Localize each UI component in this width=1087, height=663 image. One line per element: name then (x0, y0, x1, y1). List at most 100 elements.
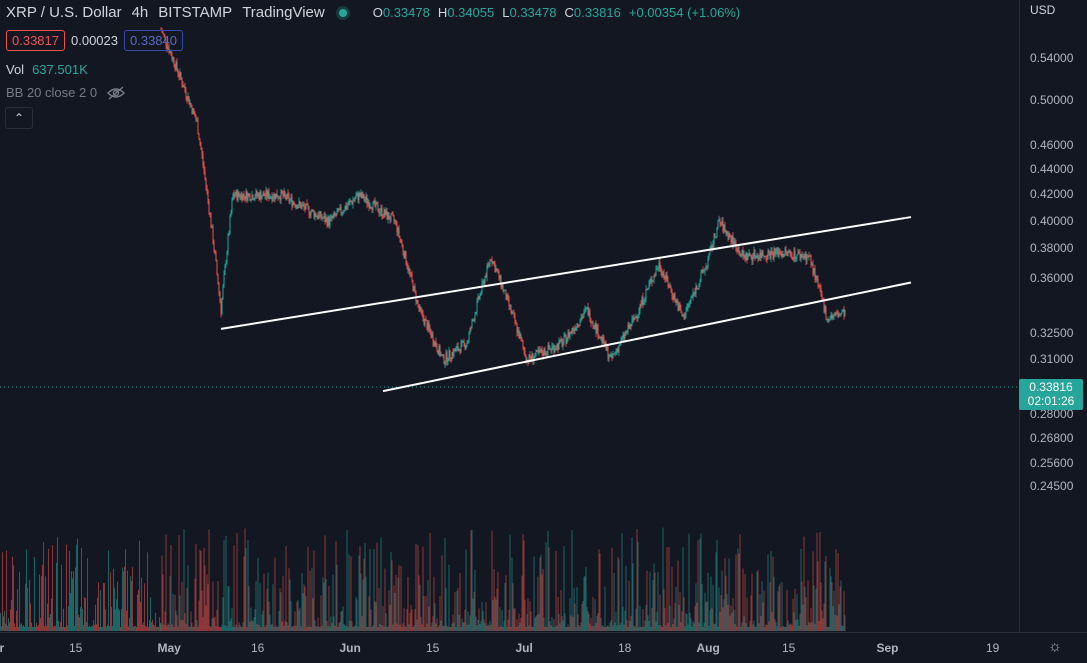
candle-body (582, 315, 584, 319)
volume-bar (105, 609, 106, 631)
candle-body (638, 311, 640, 315)
volume-bar (311, 567, 313, 631)
volume-bar (721, 570, 723, 631)
candle-body (198, 134, 200, 140)
volume-bar (706, 601, 708, 631)
time-tick: 18 (618, 641, 632, 655)
candle-body (307, 204, 309, 207)
volume-bar (229, 621, 231, 631)
candle-body (297, 206, 299, 209)
candle-body (612, 353, 614, 358)
hidden-eye-icon[interactable] (107, 85, 126, 100)
volume-bar (380, 537, 382, 631)
candle-body (810, 256, 812, 265)
volume-bar (351, 621, 353, 631)
candle-body (390, 213, 392, 221)
volume-bar (101, 626, 102, 631)
candle-body (469, 327, 471, 334)
volume-bar (331, 622, 333, 631)
volume-bar (163, 624, 165, 631)
candle-body (408, 269, 410, 271)
time-axis[interactable]: r 15 May 16 Jun 15 Jul 18 Aug 15 Sep 19 (0, 632, 1087, 663)
volume-bar (702, 626, 704, 631)
volume-bar (176, 615, 178, 631)
price-tick: 0.38000 (1030, 241, 1074, 256)
volume-bar (393, 585, 395, 631)
interval-label[interactable]: 4h (131, 4, 149, 21)
candle-body (617, 348, 619, 352)
volume-bar (792, 598, 794, 631)
volume-bar (812, 551, 814, 631)
volume-bar (499, 607, 501, 631)
candle-body (427, 322, 429, 331)
collapse-legend-button[interactable]: ⌃ (5, 107, 33, 129)
volume-bar (669, 605, 671, 631)
candle-body (209, 213, 211, 215)
buy-price-button[interactable]: 0.33840 (124, 30, 183, 51)
candle-body (461, 340, 463, 343)
candle-body (506, 294, 508, 300)
volume-bar (86, 621, 87, 631)
sell-price-button[interactable]: 0.33817 (6, 30, 65, 51)
settings-gear-icon[interactable]: ☼ (1048, 638, 1062, 655)
candle-body (743, 254, 745, 257)
volume-bar (370, 609, 372, 631)
candle-body (836, 312, 838, 315)
candle-body (609, 354, 611, 357)
volume-bar (801, 581, 803, 631)
volume-bar (89, 625, 90, 631)
candle-body (241, 194, 243, 201)
volume-bar (355, 597, 357, 631)
trendlines[interactable] (220, 216, 912, 393)
volume-bar (603, 626, 605, 631)
candle-body (409, 269, 411, 274)
candle-body (524, 350, 526, 357)
volume-bar (328, 586, 330, 631)
currency-selector[interactable]: USD (1030, 3, 1056, 17)
volume-bar (819, 531, 821, 631)
volume-bar (759, 594, 761, 631)
volume-bar (488, 625, 490, 631)
volume-bar (536, 614, 538, 631)
volume-bar (493, 568, 495, 631)
volume-bar (256, 624, 258, 631)
candle-body (463, 340, 465, 344)
volume-bar (28, 626, 29, 631)
volume-bar (728, 558, 730, 631)
candle-body (518, 330, 520, 339)
candle-body (264, 195, 266, 197)
volume-bar (29, 579, 30, 631)
candle-body (316, 216, 318, 218)
candle-body (794, 250, 796, 259)
volume-bar (791, 625, 793, 631)
candle-body (623, 334, 625, 339)
volume-bar (790, 623, 792, 631)
indicator-legend[interactable]: BB 20 close 2 0 (6, 85, 126, 100)
volume-bar (512, 583, 514, 631)
candle-body (280, 190, 282, 201)
candle-body (395, 220, 397, 223)
volume-bar (408, 624, 410, 631)
volume-bar (513, 608, 515, 631)
volume-bar (139, 540, 140, 631)
volume-bar (20, 624, 21, 631)
volume-bar (835, 549, 837, 631)
volume-bar (810, 608, 812, 631)
volume-bar (223, 540, 225, 631)
candle-body (247, 193, 249, 201)
volume-bar (401, 626, 403, 631)
volume-bar (736, 626, 738, 631)
symbol-name[interactable]: XRP / U.S. Dollar (6, 4, 122, 21)
volume-bar (827, 626, 829, 631)
volume-bar (22, 626, 23, 631)
candle-body (555, 348, 557, 350)
volume-legend[interactable]: Vol 637.501K (6, 62, 88, 77)
volume-bar (436, 618, 438, 631)
volume-bar (578, 624, 580, 631)
volume-bar (335, 541, 337, 631)
price-axis[interactable]: 0.54000 0.50000 0.46000 0.44000 0.42000 0.400… (1019, 0, 1087, 632)
candle-body (742, 250, 744, 257)
volume-bar (806, 625, 808, 631)
volume-bar (138, 589, 139, 631)
